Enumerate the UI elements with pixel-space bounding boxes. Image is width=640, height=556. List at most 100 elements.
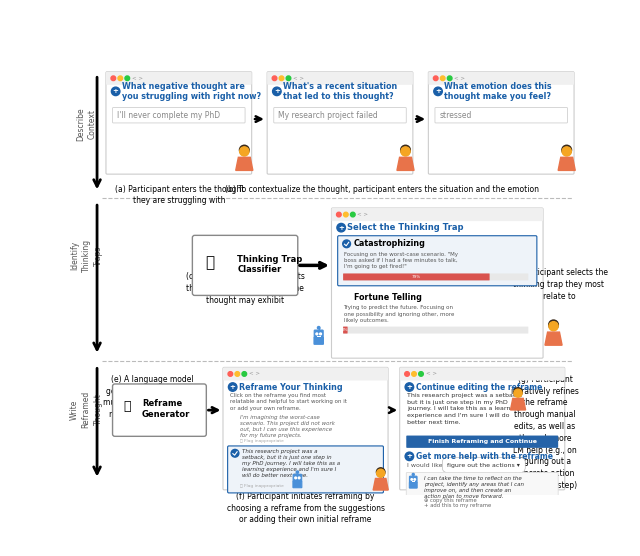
Circle shape (273, 87, 281, 96)
FancyBboxPatch shape (274, 107, 406, 123)
Text: I would like to:: I would like to: (407, 463, 453, 468)
Text: (a) Participant enters the thought
they are struggling with: (a) Participant enters the thought they … (115, 185, 244, 205)
FancyBboxPatch shape (400, 368, 564, 380)
Text: I can take the time to reflect on the
project, identify any areas that I can
imp: I can take the time to reflect on the pr… (424, 475, 524, 499)
FancyBboxPatch shape (406, 435, 558, 448)
Text: +: + (274, 88, 280, 95)
FancyBboxPatch shape (435, 107, 568, 123)
Circle shape (419, 371, 423, 376)
Circle shape (549, 321, 558, 331)
Text: Thinking Trap: Thinking Trap (237, 255, 303, 264)
Text: (g) Participant
iteratively refines
the reframe
through manual
edits, as well as: (g) Participant iteratively refines the … (511, 375, 579, 490)
FancyBboxPatch shape (338, 236, 537, 286)
Polygon shape (545, 332, 562, 345)
Circle shape (433, 76, 438, 81)
Text: 79%: 79% (412, 275, 421, 279)
Text: Continue editing the reframe: Continue editing the reframe (415, 383, 542, 391)
Circle shape (239, 145, 249, 155)
Text: What's a recent situation
that led to this thought?: What's a recent situation that led to th… (283, 82, 397, 101)
Circle shape (434, 87, 442, 96)
FancyBboxPatch shape (314, 337, 323, 344)
Circle shape (279, 76, 284, 81)
FancyBboxPatch shape (193, 235, 298, 295)
Circle shape (548, 320, 558, 330)
Circle shape (316, 333, 318, 335)
Bar (333, 209, 542, 220)
Text: I'm imagining the worst-case
scenario. This project did not work
out, but I can : I'm imagining the worst-case scenario. T… (241, 415, 335, 438)
Text: My research project failed: My research project failed (278, 111, 378, 120)
FancyBboxPatch shape (223, 368, 388, 490)
Circle shape (125, 76, 130, 81)
Text: 🔍: 🔍 (124, 400, 131, 413)
Circle shape (412, 371, 417, 376)
Circle shape (411, 479, 413, 480)
Circle shape (405, 452, 413, 460)
Text: < >: < > (358, 212, 369, 217)
Text: (d) Participant selects the
thinking trap they most
relate to: (d) Participant selects the thinking tra… (509, 269, 609, 301)
Text: This research project was a
setback, but it is just one step in
my PhD journey. : This research project was a setback, but… (242, 449, 340, 479)
Circle shape (414, 479, 415, 480)
FancyBboxPatch shape (267, 72, 413, 85)
Text: < >: < > (293, 76, 304, 81)
Circle shape (272, 76, 277, 81)
Text: figure out the actions ▾: figure out the actions ▾ (447, 463, 520, 468)
FancyBboxPatch shape (293, 481, 302, 488)
Circle shape (295, 477, 296, 479)
Circle shape (401, 147, 410, 156)
Circle shape (405, 383, 413, 391)
Text: Select the Thinking Trap: Select the Thinking Trap (348, 223, 464, 232)
Text: < >: < > (132, 76, 143, 81)
Text: Identify
Thinking
Traps: Identify Thinking Traps (70, 239, 102, 272)
Text: 🚩 Flag inappropriate: 🚩 Flag inappropriate (241, 484, 284, 488)
Text: < >: < > (249, 371, 260, 376)
Text: 2%: 2% (342, 328, 349, 332)
Text: Generator: Generator (142, 410, 190, 419)
FancyBboxPatch shape (223, 368, 388, 380)
FancyBboxPatch shape (343, 326, 529, 334)
FancyBboxPatch shape (400, 368, 564, 490)
Circle shape (404, 371, 410, 376)
Bar (429, 73, 573, 83)
FancyBboxPatch shape (106, 72, 252, 174)
Circle shape (376, 469, 385, 477)
Text: +: + (113, 88, 118, 95)
Text: (e) A language model
generates and suggests
multiple possible thought
reframes a: (e) A language model generates and sugge… (103, 375, 201, 431)
Circle shape (376, 468, 385, 476)
Circle shape (447, 76, 452, 81)
Text: Describe
Context: Describe Context (76, 108, 97, 141)
FancyBboxPatch shape (343, 326, 348, 334)
FancyBboxPatch shape (410, 482, 417, 488)
FancyBboxPatch shape (267, 72, 413, 174)
Circle shape (344, 212, 348, 217)
FancyBboxPatch shape (343, 274, 529, 280)
FancyBboxPatch shape (113, 107, 245, 123)
Circle shape (111, 76, 116, 81)
FancyBboxPatch shape (406, 473, 558, 507)
Bar (224, 369, 387, 379)
Text: What emotion does this
thought make you feel?: What emotion does this thought make you … (444, 82, 552, 101)
Text: What negative thought are
you struggling with right now?: What negative thought are you struggling… (122, 82, 261, 101)
Text: (b) To contextualize the thought, participant enters the situation and the emoti: (b) To contextualize the thought, partic… (225, 185, 540, 193)
FancyBboxPatch shape (343, 274, 490, 280)
Text: Fortune Telling: Fortune Telling (353, 293, 422, 302)
FancyBboxPatch shape (314, 330, 323, 337)
Circle shape (317, 326, 320, 329)
Text: Trying to predict the future. Focusing on
one possibility and ignoring other, mo: Trying to predict the future. Focusing o… (344, 305, 454, 323)
Circle shape (514, 389, 522, 397)
Polygon shape (236, 157, 253, 170)
FancyBboxPatch shape (113, 384, 206, 436)
Text: Focusing on the worst-case scenario. "My
boss asked if I had a few minutes to ta: Focusing on the worst-case scenario. "My… (344, 251, 458, 269)
Text: +: + (406, 453, 412, 459)
Text: 🚩 Flag inappropriate: 🚩 Flag inappropriate (241, 439, 284, 443)
Circle shape (351, 212, 355, 217)
Circle shape (440, 76, 445, 81)
Text: This research project was a setback,
but it is just one step in my PhD
journey. : This research project was a setback, but… (407, 393, 522, 425)
Circle shape (228, 371, 233, 376)
Circle shape (562, 145, 572, 155)
Text: Reframe Your Thinking: Reframe Your Thinking (239, 383, 342, 391)
FancyBboxPatch shape (428, 72, 574, 85)
Bar (317, 336, 321, 337)
Circle shape (401, 145, 410, 155)
Text: (f) Participant initiates reframing by
choosing a reframe from the suggestions
o: (f) Participant initiates reframing by c… (227, 492, 385, 524)
Text: (c) A language model suggests
the possible thinking traps the
thought may exhibi: (c) A language model suggests the possib… (186, 272, 305, 305)
